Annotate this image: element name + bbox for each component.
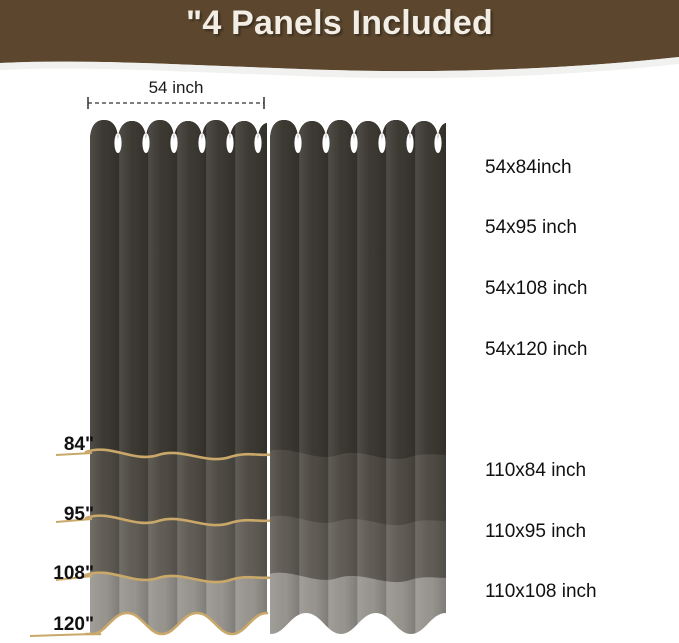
banner-shape — [0, 0, 679, 79]
height-marker-95: 95" — [63, 504, 94, 525]
size-option-54x120: 54x120 inch — [485, 339, 588, 360]
height-marker-84: 84" — [63, 434, 94, 455]
marker-leader-lines — [29, 452, 93, 637]
size-option-54x84: 54x84inch — [485, 157, 572, 178]
height-marker-120: 120" — [53, 614, 94, 635]
page-title: "4 Panels Included — [186, 4, 493, 42]
height-marker-108: 108" — [53, 563, 94, 584]
grommet-holes-left — [114, 133, 262, 153]
curtain-panel-right — [270, 120, 446, 634]
header-banner: "4 Panels Included — [0, 0, 679, 86]
size-option-110x108: 110x108 inch — [485, 581, 597, 602]
size-option-110x95: 110x95 inch — [485, 521, 587, 542]
grommet-holes-right — [294, 133, 442, 153]
width-dimension-line — [87, 97, 265, 109]
size-option-54x108: 54x108 inch — [485, 278, 588, 299]
curtain-panel-left — [90, 120, 267, 634]
size-option-54x95: 54x95 inch — [485, 217, 577, 238]
pleat-shading-right — [270, 120, 446, 634]
width-dimension-label: 54 inch — [148, 78, 204, 97]
pleat-shading-left — [90, 120, 267, 634]
size-option-110x84: 110x84 inch — [485, 460, 587, 481]
height-marker-lines — [84, 448, 278, 636]
